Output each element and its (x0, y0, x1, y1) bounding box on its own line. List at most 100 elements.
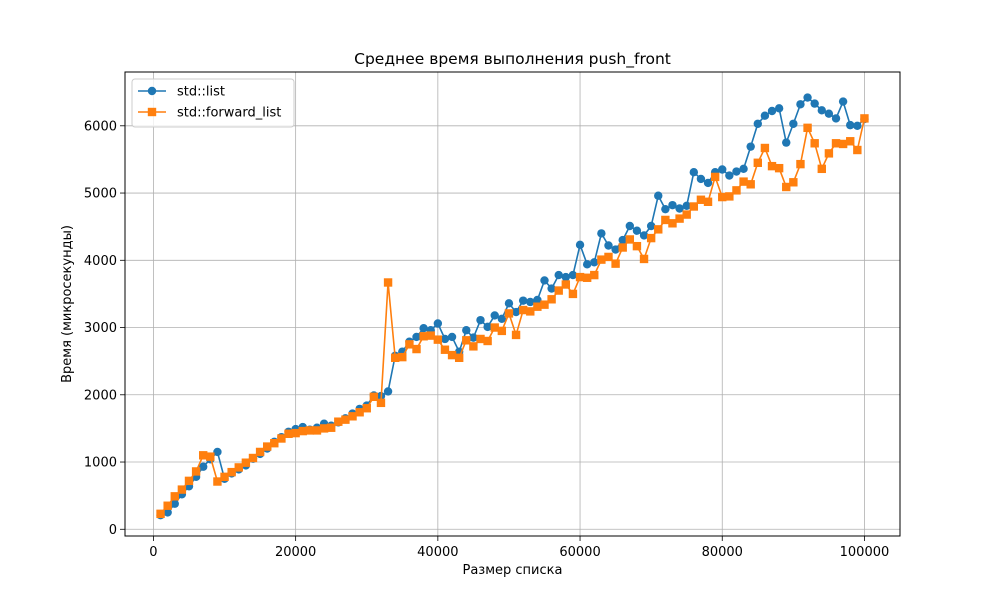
data-point-std-forward-list (760, 143, 770, 153)
data-point-std-list (590, 258, 599, 267)
data-point-std-list (163, 508, 172, 517)
data-point-std-list (668, 200, 677, 210)
data-point-std-forward-list (739, 177, 748, 186)
data-point-std-forward-list (270, 439, 279, 448)
data-point-std-list (846, 120, 855, 130)
data-point-std-list (447, 332, 457, 342)
data-point-std-forward-list (689, 202, 699, 211)
data-point-std-forward-list (625, 235, 635, 244)
data-point-std-list (654, 191, 663, 200)
data-point-std-forward-list (490, 323, 499, 332)
data-point-std-forward-list (618, 243, 627, 252)
data-point-std-forward-list (732, 186, 741, 195)
data-point-std-forward-list (504, 309, 514, 318)
data-point-std-list (639, 231, 649, 240)
data-point-std-forward-list (817, 164, 826, 174)
data-point-std-list (412, 332, 421, 342)
plot-frame (124, 71, 901, 537)
data-point-std-forward-list (462, 336, 471, 345)
data-point-std-forward-list (668, 219, 677, 228)
data-point-std-forward-list (853, 145, 862, 155)
data-point-std-forward-list (860, 114, 869, 123)
data-point-std-forward-list (419, 332, 428, 341)
data-point-std-forward-list (518, 305, 528, 315)
x-tick-label: 80000 (702, 545, 743, 560)
data-point-std-forward-list (497, 326, 507, 336)
data-point-std-forward-list (341, 415, 350, 424)
data-point-std-list (760, 111, 770, 120)
data-point-std-forward-list (753, 158, 762, 167)
data-point-std-forward-list (284, 429, 293, 438)
data-point-std-forward-list (191, 467, 201, 476)
y-tick-label: 3000 (84, 321, 117, 336)
y-tick-label: 4000 (84, 254, 117, 269)
data-point-std-forward-list (426, 331, 435, 340)
data-point-std-forward-list (376, 398, 386, 408)
y-tick-label: 5000 (84, 187, 117, 202)
data-point-std-list (732, 167, 741, 176)
data-point-std-list (476, 315, 485, 325)
data-point-std-list (682, 201, 691, 211)
x-tick-label: 20000 (275, 545, 316, 560)
data-point-std-list (838, 97, 848, 106)
data-point-std-list (490, 311, 499, 320)
data-point-std-list (632, 226, 642, 235)
data-point-std-forward-list (398, 352, 407, 362)
data-point-std-list (696, 174, 706, 184)
data-point-std-forward-list (454, 353, 464, 362)
data-point-std-list (561, 272, 571, 282)
data-point-std-forward-list (433, 335, 443, 344)
data-point-std-list (824, 109, 834, 118)
data-point-std-forward-list (767, 161, 777, 171)
data-point-std-forward-list (255, 447, 265, 457)
data-point-std-forward-list (355, 408, 364, 417)
data-point-std-forward-list (590, 270, 599, 280)
data-point-std-forward-list (718, 192, 727, 202)
data-point-std-forward-list (234, 463, 243, 472)
series-layer (156, 93, 869, 520)
data-point-std-forward-list (526, 307, 535, 316)
data-point-std-list (440, 334, 450, 344)
data-point-std-list (718, 165, 727, 174)
data-point-std-forward-list (838, 139, 848, 149)
data-point-std-forward-list (440, 345, 450, 354)
data-point-std-forward-list (632, 241, 642, 251)
data-point-std-forward-list (710, 172, 720, 182)
data-point-std-forward-list (476, 334, 485, 344)
data-point-std-forward-list (227, 467, 236, 477)
data-point-std-forward-list (661, 215, 670, 225)
data-point-std-list (604, 241, 613, 250)
data-point-std-list (703, 178, 713, 188)
data-point-std-list (462, 326, 471, 335)
data-point-std-forward-list (291, 428, 300, 438)
data-point-std-list (582, 260, 592, 269)
data-point-std-forward-list (796, 159, 805, 169)
data-point-std-list (753, 119, 762, 128)
legend-label-std-list: std::list (177, 85, 225, 100)
data-point-std-forward-list (220, 472, 229, 482)
data-point-std-list (199, 462, 208, 471)
data-point-std-forward-list (547, 295, 556, 304)
data-point-std-forward-list (206, 452, 215, 461)
data-point-std-list (689, 167, 699, 177)
data-point-std-forward-list (846, 137, 855, 146)
data-point-std-forward-list (263, 442, 272, 451)
data-point-std-forward-list (703, 197, 713, 206)
chart-title: Среднее время выполнения push_front (354, 50, 671, 69)
data-point-std-forward-list (369, 392, 379, 401)
data-point-std-forward-list (383, 278, 393, 287)
data-point-std-list (853, 121, 862, 130)
data-point-std-forward-list (654, 225, 663, 234)
legend-marker-std-forward-list (147, 107, 157, 117)
data-point-std-list (789, 119, 798, 128)
data-point-std-list (675, 204, 684, 213)
data-point-std-forward-list (554, 286, 563, 295)
data-point-std-list (575, 240, 585, 250)
data-point-std-list (533, 295, 542, 305)
data-point-std-list (831, 114, 841, 123)
data-point-std-list (526, 297, 535, 307)
x-axis-label: Размер списка (463, 563, 563, 578)
data-point-std-list (511, 307, 521, 317)
data-point-std-list (518, 296, 528, 305)
data-point-std-forward-list (362, 404, 371, 413)
